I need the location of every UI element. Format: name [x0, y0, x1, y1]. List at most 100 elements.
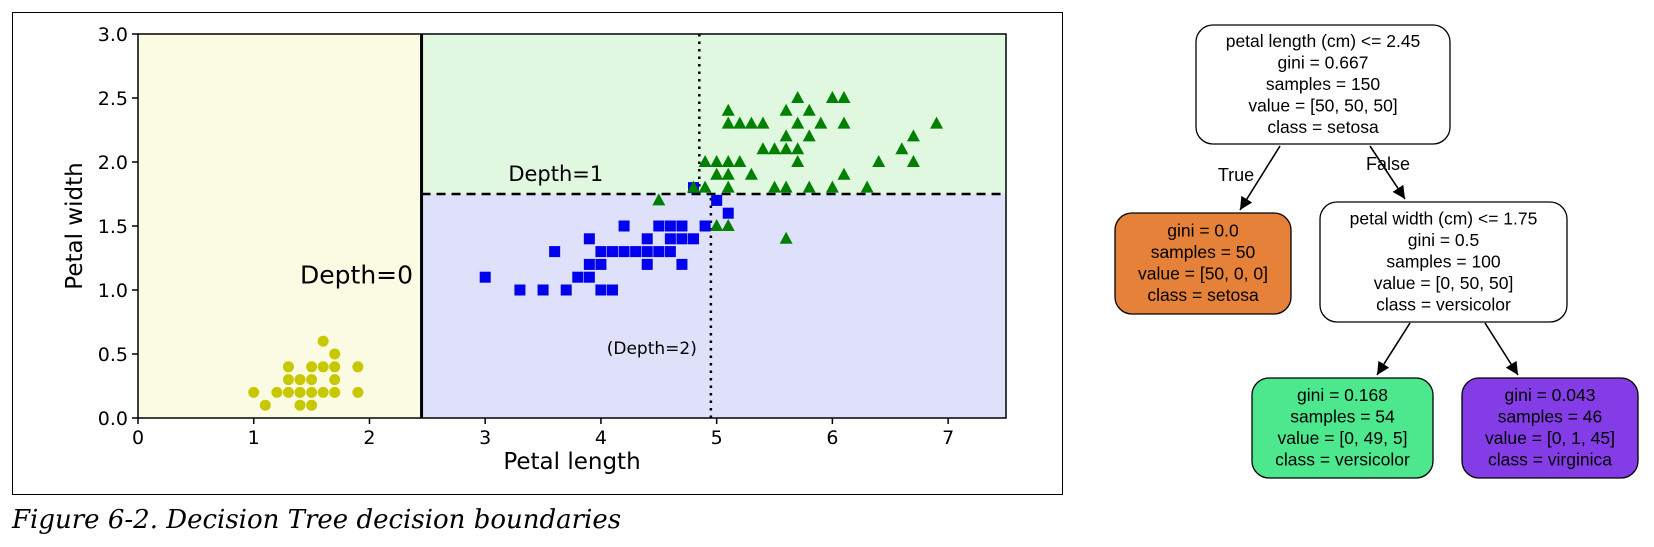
- data-point-triangle: [814, 116, 828, 129]
- data-point-square: [688, 233, 700, 245]
- tree-node-line: petal width (cm) <= 1.75: [1350, 208, 1538, 228]
- data-point-square: [722, 207, 734, 219]
- x-tick-label: 5: [711, 427, 723, 449]
- data-point-square: [676, 233, 688, 245]
- tree-edge-arrow: [1376, 322, 1411, 376]
- data-point-square: [583, 271, 595, 283]
- data-point-circle: [294, 374, 306, 386]
- data-point-triangle: [837, 167, 851, 180]
- data-point-triangle: [779, 103, 793, 116]
- data-point-square: [641, 258, 653, 270]
- data-point-circle: [352, 361, 364, 373]
- data-point-triangle: [687, 180, 701, 193]
- x-tick-label: 7: [942, 427, 954, 449]
- data-point-triangle: [872, 155, 886, 167]
- data-point-triangle: [721, 180, 735, 193]
- data-point-circle: [306, 399, 318, 411]
- data-point-square: [711, 194, 723, 206]
- data-point-circle: [329, 386, 341, 398]
- data-point-square: [676, 220, 688, 232]
- tree-node-line: gini = 0.0: [1167, 221, 1239, 241]
- data-point-circle: [306, 374, 318, 386]
- x-tick-label: 0: [132, 427, 144, 449]
- data-point-triangle: [721, 219, 735, 231]
- y-tick-label: 0.5: [98, 344, 128, 366]
- data-point-square: [595, 246, 607, 258]
- tree-node-line: samples = 100: [1386, 251, 1501, 271]
- data-point-square: [607, 284, 619, 296]
- data-point-square: [595, 258, 607, 270]
- data-point-square: [699, 220, 711, 232]
- data-point-square: [595, 284, 607, 296]
- data-point-circle: [294, 399, 306, 411]
- data-point-triangle: [779, 231, 793, 244]
- decision-region-0: [138, 34, 422, 418]
- data-point-square: [583, 258, 595, 270]
- data-point-square: [618, 220, 630, 232]
- y-tick-label: 1.0: [98, 280, 128, 302]
- data-point-circle: [282, 361, 294, 373]
- y-tick-label: 0.0: [98, 408, 128, 430]
- data-point-circle: [306, 386, 318, 398]
- tree-node-box: [1195, 24, 1451, 145]
- decision-region-1: [421, 34, 1007, 194]
- tree-node-line: value = [0, 49, 5]: [1278, 428, 1408, 448]
- data-point-circle: [248, 386, 260, 398]
- data-point-triangle: [768, 142, 782, 155]
- data-point-square: [560, 284, 572, 296]
- annotation-depth-0: Depth=0: [300, 261, 413, 290]
- plot-frame: [12, 12, 1063, 495]
- tree-node-line: class = versicolor: [1376, 294, 1511, 314]
- data-point-square: [630, 246, 642, 258]
- tree-node-line: samples = 50: [1151, 242, 1256, 262]
- tree-node-box: [1251, 377, 1434, 479]
- data-point-circle: [317, 335, 329, 347]
- data-point-triangle: [756, 142, 770, 155]
- data-point-square: [537, 284, 549, 296]
- data-point-circle: [294, 386, 306, 398]
- data-point-triangle: [860, 180, 874, 193]
- data-point-circle: [271, 386, 283, 398]
- tree-node-line: gini = 0.168: [1297, 385, 1388, 405]
- tree-node-box: [1319, 201, 1568, 323]
- data-point-triangle: [802, 180, 816, 193]
- tree-node-line: samples = 54: [1290, 407, 1395, 427]
- edge-label-true: True: [1218, 165, 1254, 185]
- tree-node-line: gini = 0.5: [1408, 230, 1480, 250]
- tree-node-line: class = setosa: [1147, 285, 1259, 305]
- figure-caption: Figure 6-2. Decision Tree decision bound…: [12, 505, 622, 535]
- tree-node-line: value = [50, 0, 0]: [1138, 264, 1268, 284]
- data-point-triangle: [733, 116, 747, 129]
- annotation-depth-1: Depth=1: [508, 162, 603, 186]
- data-point-triangle: [779, 180, 793, 193]
- data-point-circle: [352, 386, 364, 398]
- data-point-triangle: [721, 155, 735, 167]
- tree-node-line: value = [50, 50, 50]: [1248, 95, 1397, 115]
- data-point-square: [572, 271, 584, 283]
- data-point-triangle: [710, 219, 724, 231]
- decision-region-2: [421, 194, 1007, 418]
- tree-node-line: class = versicolor: [1275, 450, 1410, 470]
- data-point-triangle: [710, 155, 724, 167]
- data-point-circle: [329, 361, 341, 373]
- x-tick-label: 4: [595, 427, 607, 449]
- data-point-circle: [259, 399, 271, 411]
- data-point-circle: [306, 361, 318, 373]
- data-point-square: [514, 284, 526, 296]
- tree-node-line: samples = 46: [1498, 407, 1603, 427]
- data-point-triangle: [652, 193, 666, 206]
- data-point-triangle: [825, 91, 839, 103]
- data-point-square: [653, 220, 665, 232]
- data-point-triangle: [744, 116, 758, 129]
- data-point-triangle: [791, 155, 805, 167]
- data-point-triangle: [779, 129, 793, 142]
- edge-label-false: False: [1366, 154, 1410, 174]
- data-point-circle: [282, 374, 294, 386]
- data-point-square: [664, 246, 676, 258]
- data-point-square: [664, 220, 676, 232]
- data-point-triangle: [721, 116, 735, 129]
- data-point-triangle: [768, 180, 782, 193]
